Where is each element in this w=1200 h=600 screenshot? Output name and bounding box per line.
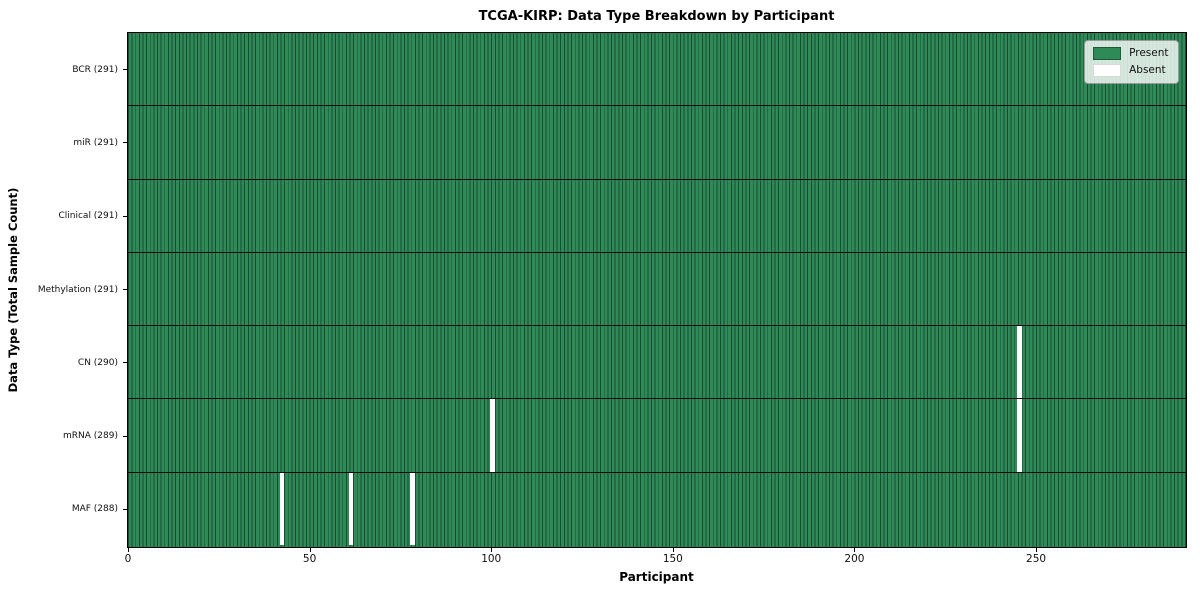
y-tick-mark <box>123 289 127 290</box>
absent-cell <box>1016 398 1022 473</box>
y-tick-label: CN (290) <box>77 357 118 368</box>
y-tick-label: Clinical (291) <box>58 211 118 222</box>
y-tick-label: Methylation (291) <box>37 284 118 295</box>
x-tick-label: 0 <box>124 553 132 565</box>
y-tick-mark <box>123 142 127 144</box>
present-swatch <box>1093 46 1122 60</box>
x-tick-mark <box>491 547 493 552</box>
legend: Present Absent <box>1084 39 1179 84</box>
y-tick-label: mRNA (289) <box>63 431 118 442</box>
absent-cell <box>1016 325 1022 399</box>
legend-label-absent: Absent <box>1129 64 1166 76</box>
absent-cell <box>348 472 354 546</box>
legend-label-present: Present <box>1129 47 1169 59</box>
y-tick-mark <box>123 362 127 364</box>
y-tick-mark <box>123 435 127 437</box>
row-divider <box>127 105 1186 107</box>
chart-title: TCGA-KIRP: Data Type Breakdown by Partic… <box>478 9 835 24</box>
row-divider <box>127 398 1186 400</box>
x-tick-label: 200 <box>844 553 865 565</box>
y-tick-mark <box>123 69 127 71</box>
x-axis-label: Participant <box>619 570 694 584</box>
x-tick-label: 100 <box>481 553 502 565</box>
x-tick-mark <box>854 547 856 552</box>
y-tick-mark <box>123 508 127 510</box>
absent-cell <box>410 472 415 546</box>
y-tick-label: MAF (288) <box>71 504 118 515</box>
x-tick-label: 150 <box>662 553 683 565</box>
x-tick-mark <box>1036 547 1038 552</box>
y-tick-label: BCR (291) <box>72 64 118 75</box>
x-tick-mark <box>128 547 129 552</box>
row-divider <box>127 325 1186 327</box>
heatmap-plot: Present Absent <box>126 31 1187 548</box>
x-tick-label: 50 <box>302 553 317 565</box>
x-tick-label: 250 <box>1026 553 1047 565</box>
x-tick-mark <box>309 547 311 552</box>
absent-cell <box>279 472 285 546</box>
y-tick-label: miR (291) <box>73 137 118 148</box>
legend-item-present: Present <box>1093 46 1169 60</box>
legend-item-absent: Absent <box>1093 63 1168 77</box>
absent-cell <box>490 398 495 473</box>
row-divider <box>127 471 1186 473</box>
row-divider <box>127 178 1186 180</box>
y-tick-mark <box>123 215 127 217</box>
absent-swatch <box>1093 63 1122 77</box>
x-tick-mark <box>672 547 674 552</box>
row-divider <box>127 251 1186 253</box>
